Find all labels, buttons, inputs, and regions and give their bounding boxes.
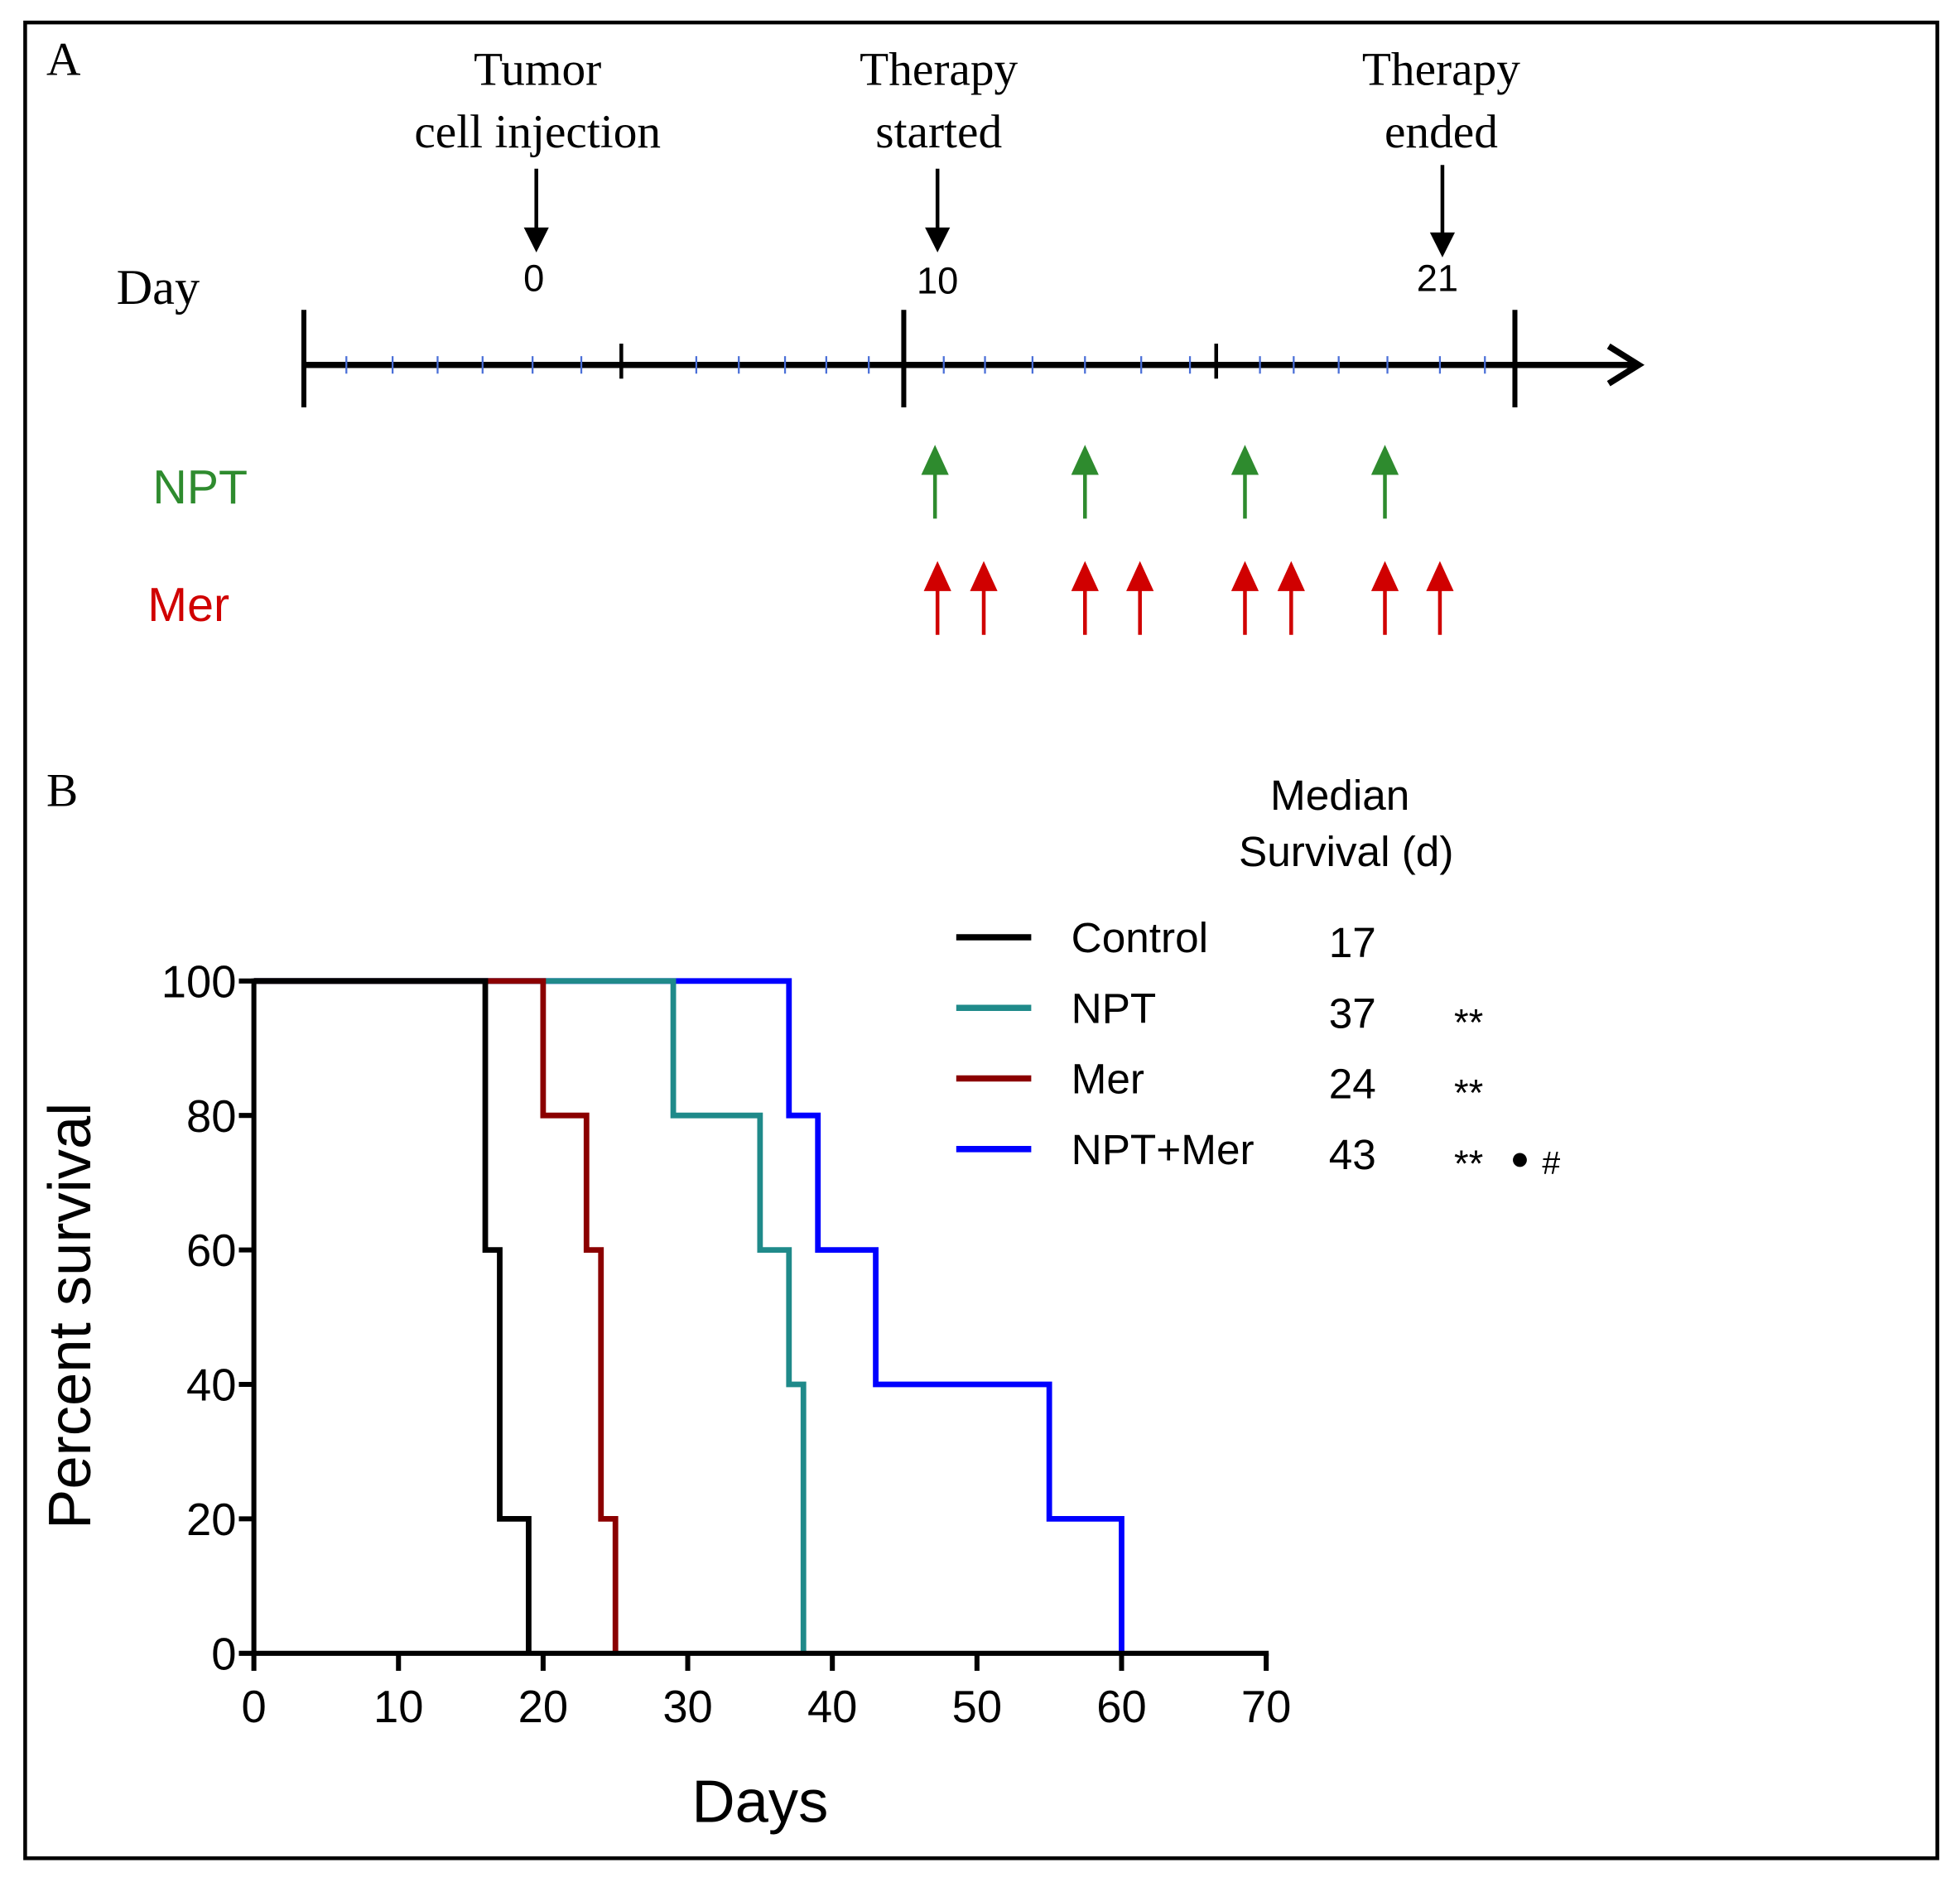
event-line1: Therapy [1362, 44, 1520, 96]
median-value: 43 [1329, 1131, 1376, 1178]
y-tick-label: 0 [211, 1629, 236, 1679]
npt-label: NPT [152, 461, 248, 514]
y-tick-label: 60 [186, 1225, 236, 1276]
survival-curve-npt-mer [253, 978, 1124, 1653]
arrowhead [923, 561, 951, 591]
survival-curve-control [253, 978, 532, 1653]
legend-label: Control [1071, 914, 1208, 961]
event-line2: ended [1385, 106, 1498, 158]
y-tick-label: 80 [186, 1091, 236, 1142]
x-axis-label: Days [691, 1769, 828, 1836]
median-header-2: Survival (d) [1239, 828, 1453, 875]
significance-mark: ** [1454, 1143, 1483, 1185]
significance-mark: ** [1454, 1072, 1483, 1114]
panel-b-label: B [46, 764, 78, 816]
x-tick-label: 30 [662, 1682, 712, 1732]
median-value: 24 [1329, 1061, 1376, 1108]
median-value: 17 [1329, 919, 1376, 966]
event-day: 21 [1417, 258, 1458, 300]
panel-a-label: A [46, 34, 80, 86]
survival-curve-mer [253, 978, 619, 1653]
x-tick-label: 20 [518, 1682, 568, 1732]
x-tick-label: 50 [952, 1682, 1002, 1732]
arrowhead [1230, 445, 1259, 475]
event-line2: started [875, 106, 1002, 158]
npt-dose-arrows [921, 445, 1399, 519]
significance-hash: # [1542, 1145, 1560, 1182]
legend: Control 17 NPT 37 ** Mer 24 ** NPT+Mer 43 ** ● # [956, 914, 1560, 1185]
mer-label: Mer [147, 579, 229, 632]
x-tick-label: 70 [1241, 1682, 1291, 1732]
x-tick-label: 60 [1096, 1682, 1146, 1732]
arrowhead [1429, 232, 1456, 258]
event-day: 10 [917, 260, 958, 302]
event-line1: Tumor [474, 44, 601, 96]
y-axis-label: Percent survival [36, 1103, 104, 1529]
event-tumor-injection: Tumor cell injection 0 [414, 44, 661, 300]
arrowhead [1126, 561, 1154, 591]
legend-label: NPT+Mer [1071, 1126, 1254, 1173]
significance-dot: ● [1510, 1140, 1530, 1177]
arrowhead [925, 227, 951, 253]
arrowhead [1071, 445, 1099, 475]
timeline-axis [301, 310, 1645, 408]
arrowhead [1370, 445, 1399, 475]
arrowhead [1370, 561, 1399, 591]
legend-item: NPT+Mer 43 ** ● # [956, 1126, 1560, 1185]
event-day: 0 [523, 258, 544, 300]
event-line2: cell injection [414, 106, 661, 158]
arrowhead [1277, 561, 1305, 591]
figure-border [23, 20, 1939, 1860]
legend-label: NPT [1071, 984, 1157, 1032]
y-tick-label: 100 [161, 956, 237, 1007]
survival-curve-npt [253, 978, 807, 1653]
event-therapy-ended: Therapy ended 21 [1362, 44, 1520, 300]
x-tick-label: 40 [807, 1682, 857, 1732]
event-line1: Therapy [860, 44, 1018, 96]
legend-item: Mer 24 ** [956, 1056, 1483, 1114]
day-label: Day [117, 260, 200, 315]
arrowhead [921, 445, 949, 475]
arrowhead [970, 561, 998, 591]
y-tick-label: 20 [186, 1495, 236, 1545]
event-therapy-started: Therapy started 10 [860, 44, 1018, 302]
x-tick-label: 10 [373, 1682, 423, 1732]
significance-mark: ** [1454, 1001, 1483, 1043]
legend-label: Mer [1071, 1056, 1144, 1103]
median-value: 37 [1329, 989, 1376, 1037]
legend-item: NPT 37 ** [956, 984, 1483, 1043]
x-tick-label: 0 [241, 1682, 266, 1732]
axis-arrow-icon [1606, 343, 1645, 387]
arrowhead [1426, 561, 1454, 591]
arrowhead [523, 227, 549, 253]
arrowhead [1230, 561, 1259, 591]
panel-a-timeline: A Day Tumor cell injection 0 Therapy sta… [46, 34, 1645, 635]
y-tick-label: 40 [186, 1360, 236, 1411]
median-header-1: Median [1270, 772, 1409, 819]
arrowhead [1071, 561, 1099, 591]
mer-dose-arrows [923, 561, 1454, 635]
plot-area: 0 10 20 30 40 50 60 70 0 20 40 60 80 100 [161, 956, 1292, 1731]
legend-item: Control 17 [956, 914, 1376, 966]
